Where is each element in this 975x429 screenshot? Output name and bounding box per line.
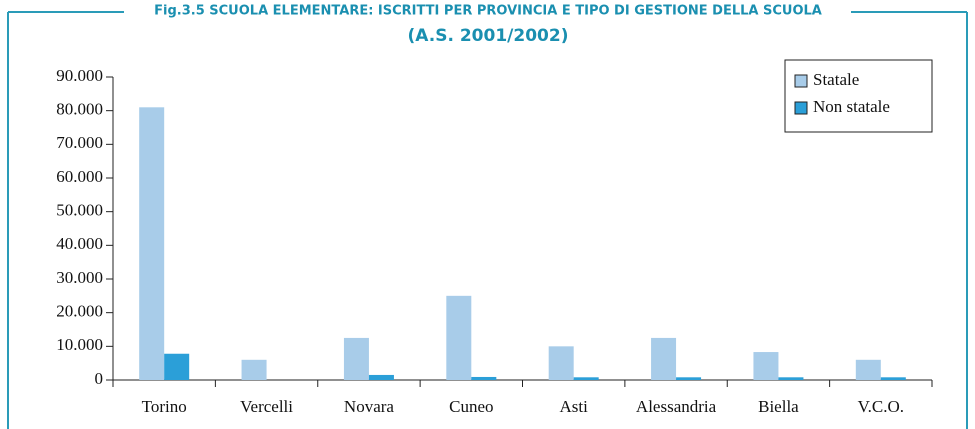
bar: [446, 295, 472, 380]
y-tick-label: 50.000: [56, 201, 103, 220]
legend-swatch: [794, 101, 808, 115]
y-tick-label: 90.000: [56, 66, 103, 85]
legend-label: Statale: [813, 70, 859, 89]
x-tick-label: Novara: [344, 397, 394, 416]
x-tick-label: Torino: [142, 397, 187, 416]
bar: [651, 337, 677, 380]
bar: [548, 346, 574, 380]
y-tick-label: 80.000: [56, 100, 103, 119]
x-tick-label: Biella: [758, 397, 799, 416]
bar: [164, 353, 190, 380]
bar: [676, 377, 702, 380]
legend-label: Non statale: [813, 97, 890, 116]
bar: [880, 377, 906, 380]
legend-box: [784, 59, 933, 133]
x-tick-label: Alessandria: [636, 397, 717, 416]
chart-title: Fig.3.5 SCUOLA ELEMENTARE: ISCRITTI PER …: [154, 4, 822, 19]
x-tick-label: Vercelli: [240, 397, 293, 416]
bar: [139, 107, 165, 381]
y-tick-label: 0: [95, 369, 104, 388]
y-tick-label: 20.000: [56, 302, 103, 321]
bar: [343, 337, 369, 380]
bar: [368, 374, 394, 380]
y-tick-label: 30.000: [56, 268, 103, 287]
x-tick-label: V.C.O.: [858, 397, 904, 416]
bar: [471, 376, 497, 380]
chart-subtitle: (A.S. 2001/2002): [408, 26, 569, 46]
bar: [855, 359, 881, 380]
bar: [241, 359, 267, 380]
bar: [778, 377, 804, 380]
legend-swatch: [794, 74, 808, 88]
bar: [573, 377, 599, 380]
y-tick-label: 40.000: [56, 234, 103, 253]
y-tick-label: 60.000: [56, 167, 103, 186]
x-tick-label: Cuneo: [449, 397, 493, 416]
y-tick-label: 70.000: [56, 133, 103, 152]
x-tick-label: Asti: [560, 397, 589, 416]
bar: [753, 352, 779, 380]
y-tick-label: 10.000: [56, 335, 103, 354]
